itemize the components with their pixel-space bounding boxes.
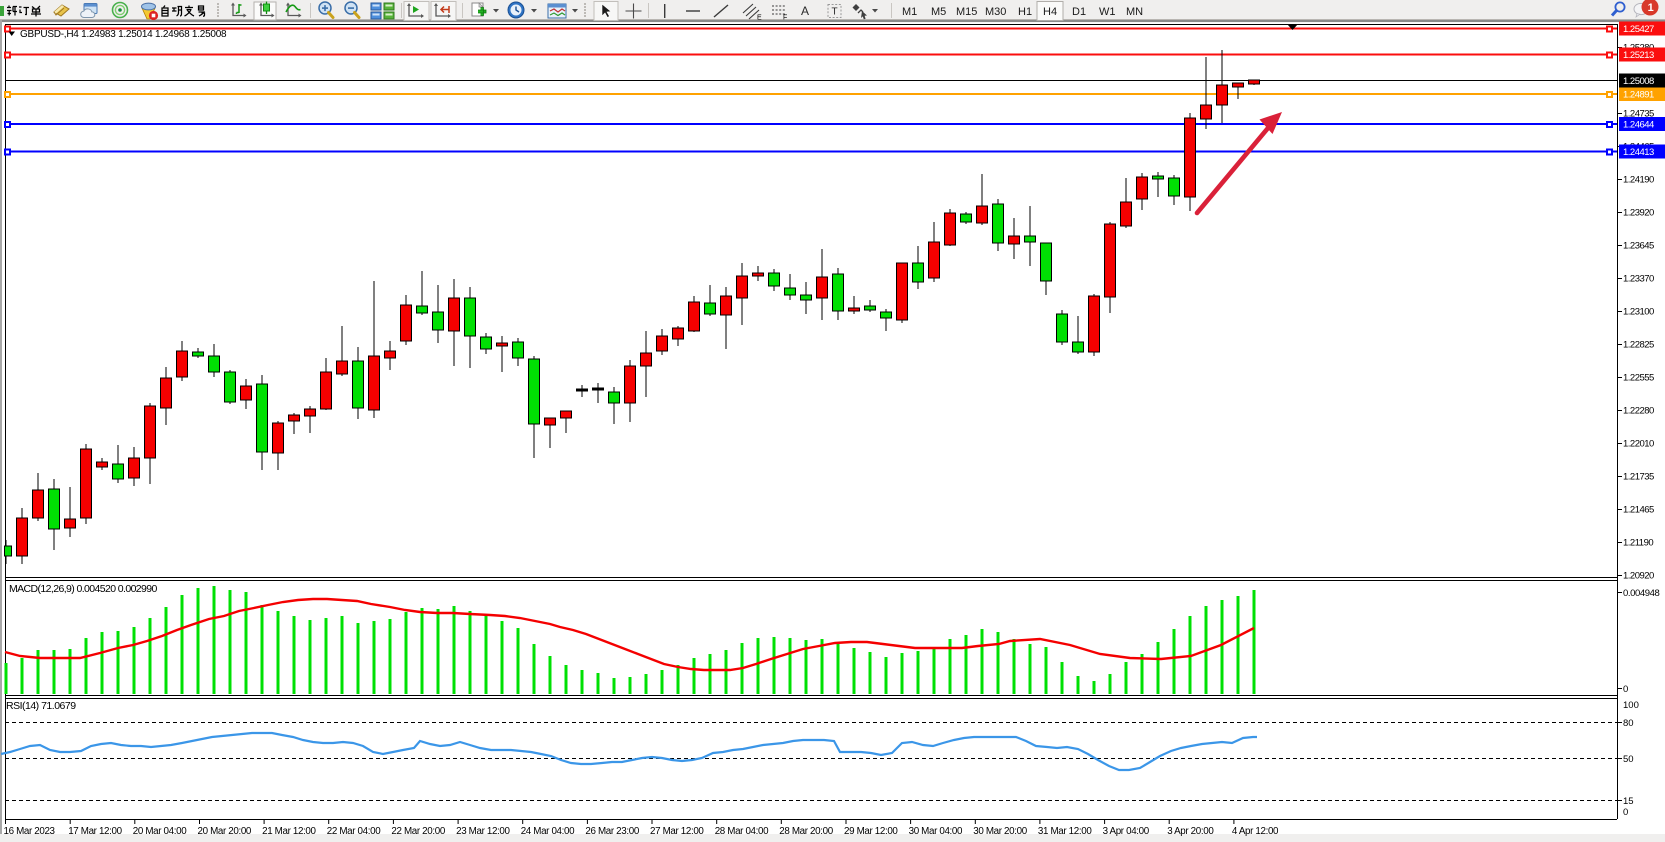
svg-text:1.25427: 1.25427	[1623, 24, 1654, 35]
svg-text:22 Mar 20:00: 22 Mar 20:00	[391, 826, 445, 837]
svg-text:1.24644: 1.24644	[1623, 120, 1654, 131]
svg-text:30 Mar 04:00: 30 Mar 04:00	[909, 826, 963, 837]
svg-text:1.21190: 1.21190	[1623, 538, 1653, 549]
svg-text:M15: M15	[956, 6, 977, 18]
svg-text:23 Mar 12:00: 23 Mar 12:00	[456, 826, 510, 837]
svg-text:17 Mar 12:00: 17 Mar 12:00	[68, 826, 122, 837]
svg-text:H4: H4	[1043, 6, 1057, 18]
svg-text:RSI(14) 71.0679: RSI(14) 71.0679	[6, 700, 76, 712]
svg-text:1.22825: 1.22825	[1623, 340, 1654, 351]
svg-text:24 Mar 04:00: 24 Mar 04:00	[521, 826, 575, 837]
svg-text:0: 0	[1623, 684, 1628, 695]
svg-text:100: 100	[1623, 700, 1639, 711]
svg-text:0.004948: 0.004948	[1623, 588, 1660, 599]
svg-text:80: 80	[1623, 718, 1634, 729]
svg-text:28 Mar 20:00: 28 Mar 20:00	[779, 826, 833, 837]
svg-text:16 Mar 2023: 16 Mar 2023	[4, 826, 56, 837]
svg-text:A: A	[801, 4, 809, 18]
svg-text:1.24891: 1.24891	[1623, 90, 1654, 101]
svg-text:T: T	[832, 7, 838, 18]
svg-text:1.25213: 1.25213	[1623, 50, 1654, 61]
svg-text:50: 50	[1623, 754, 1634, 765]
svg-text:1.23100: 1.23100	[1623, 307, 1654, 318]
svg-text:21 Mar 12:00: 21 Mar 12:00	[262, 826, 316, 837]
svg-text:1.22010: 1.22010	[1623, 439, 1654, 450]
svg-text:1.22280: 1.22280	[1623, 406, 1654, 417]
svg-text:1.23920: 1.23920	[1623, 208, 1654, 219]
svg-text:1.21735: 1.21735	[1623, 472, 1654, 483]
svg-text:4 Apr 12:00: 4 Apr 12:00	[1232, 826, 1279, 837]
svg-text:15: 15	[1623, 796, 1634, 807]
svg-text:1.24735: 1.24735	[1623, 109, 1654, 120]
svg-text:1.21465: 1.21465	[1623, 505, 1654, 516]
svg-text:3 Apr 04:00: 3 Apr 04:00	[1103, 826, 1150, 837]
svg-text:MACD(12,26,9) 0.004520 0.00299: MACD(12,26,9) 0.004520 0.002990	[9, 583, 158, 595]
svg-text:31 Mar 12:00: 31 Mar 12:00	[1038, 826, 1092, 837]
svg-text:1.23370: 1.23370	[1623, 274, 1654, 285]
svg-text:F: F	[783, 15, 787, 22]
svg-text:M1: M1	[902, 6, 917, 18]
svg-text:1.24190: 1.24190	[1623, 175, 1654, 186]
svg-text:3 Apr 20:00: 3 Apr 20:00	[1167, 826, 1214, 837]
svg-text:29 Mar 12:00: 29 Mar 12:00	[844, 826, 898, 837]
svg-text:30 Mar 20:00: 30 Mar 20:00	[973, 826, 1027, 837]
svg-text:0: 0	[1623, 807, 1628, 818]
svg-text:GBPUSD-,H4 1.24983 1.25014 1.: GBPUSD-,H4 1.24983 1.25014 1.24968 1.250…	[20, 29, 227, 40]
svg-text:H1: H1	[1018, 6, 1032, 18]
svg-text:E: E	[757, 15, 762, 22]
svg-text:28 Mar 04:00: 28 Mar 04:00	[715, 826, 769, 837]
svg-text:22 Mar 04:00: 22 Mar 04:00	[327, 826, 381, 837]
svg-text:D1: D1	[1072, 6, 1086, 18]
svg-text:1.25008: 1.25008	[1623, 76, 1654, 87]
svg-text:1: 1	[1648, 2, 1654, 14]
svg-text:27 Mar 12:00: 27 Mar 12:00	[650, 826, 704, 837]
svg-text:1.22555: 1.22555	[1623, 373, 1654, 384]
svg-text:MN: MN	[1126, 6, 1143, 18]
svg-text:W1: W1	[1099, 6, 1116, 18]
svg-text:1.24413: 1.24413	[1623, 147, 1654, 158]
svg-text:20 Mar 20:00: 20 Mar 20:00	[198, 826, 252, 837]
svg-text:M30: M30	[985, 6, 1006, 18]
svg-text:M5: M5	[931, 6, 946, 18]
svg-text:26 Mar 23:00: 26 Mar 23:00	[585, 826, 639, 837]
svg-text:1.20920: 1.20920	[1623, 571, 1654, 582]
svg-text:1.23645: 1.23645	[1623, 241, 1654, 252]
svg-text:20 Mar 04:00: 20 Mar 04:00	[133, 826, 187, 837]
